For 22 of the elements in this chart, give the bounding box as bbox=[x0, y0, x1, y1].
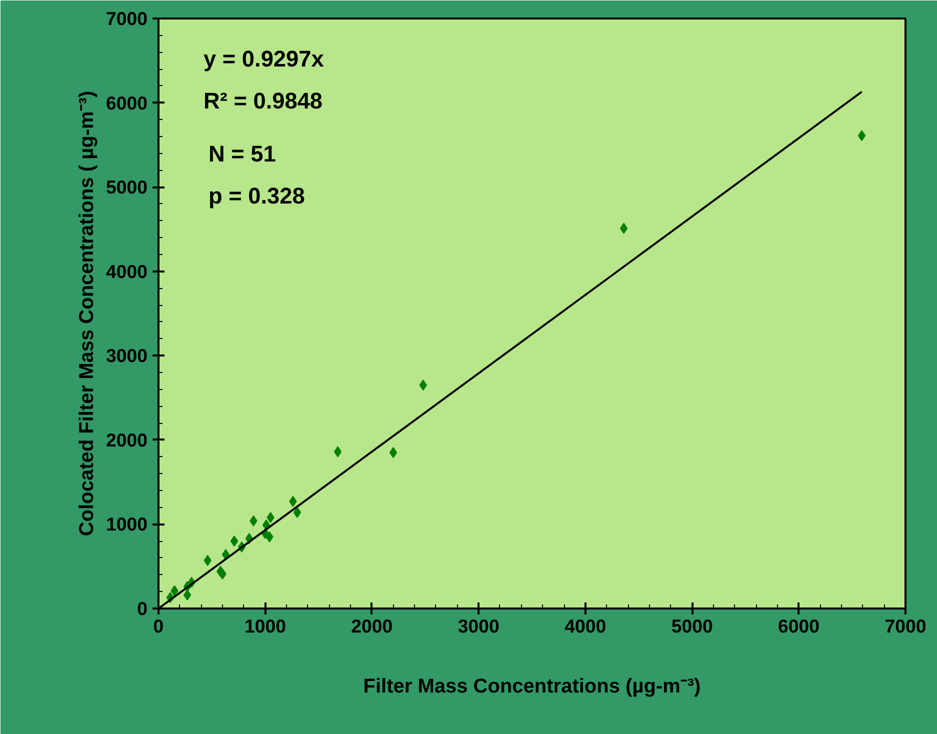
y-tick-label: 5000 bbox=[106, 176, 148, 198]
y-tick-label: 6000 bbox=[106, 92, 148, 114]
annotation: y = 0.9297x bbox=[204, 46, 324, 72]
annotation: p = 0.328 bbox=[208, 182, 305, 208]
x-tick-label: 2000 bbox=[351, 616, 393, 636]
annotation: R² = 0.9848 bbox=[204, 88, 323, 114]
y-axis-title: Colocated Filter Mass Concentrations ( µg-m⁻³) bbox=[76, 90, 98, 536]
y-tick-label: 1000 bbox=[106, 514, 148, 535]
x-tick-label: 3000 bbox=[458, 616, 500, 636]
y-tick-label: 3000 bbox=[106, 345, 148, 366]
x-tick-label: 7000 bbox=[884, 616, 926, 636]
x-tick-label: 4000 bbox=[564, 616, 606, 636]
y-tick-label: 7000 bbox=[106, 8, 148, 29]
x-tick-label: 0 bbox=[153, 616, 164, 636]
y-tick-label: 0 bbox=[137, 598, 148, 619]
x-tick-label: 5000 bbox=[671, 616, 713, 636]
x-tick-label: 1000 bbox=[244, 616, 286, 636]
y-tick-label: 2000 bbox=[106, 429, 148, 450]
y-tick-label: 4000 bbox=[106, 260, 148, 282]
annotation: N = 51 bbox=[208, 140, 276, 166]
x-axis-title: Filter Mass Concentrations (µg-m⁻³) bbox=[363, 676, 701, 698]
x-tick-label: 6000 bbox=[778, 616, 820, 636]
